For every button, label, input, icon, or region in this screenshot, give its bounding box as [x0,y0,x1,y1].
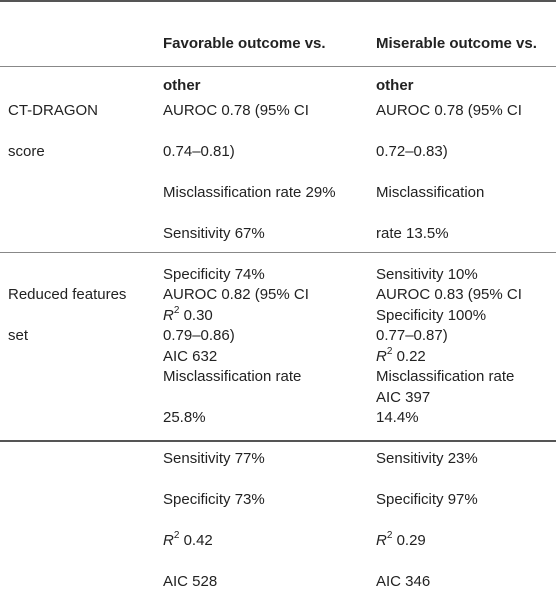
aic-line: AIC 632 [163,347,218,365]
r-squared-symbol: R [163,531,174,549]
metric-line: Specificity 74% [163,265,265,283]
r-squared-value: 0.22 [396,347,426,365]
metric-line: rate 13.5% [376,224,449,242]
r-squared-line: R2 0.30 [163,304,363,327]
row-label-reduced-features: Reduced features set [8,264,148,367]
row-label-ct-dragon: CT-DRAGON score [8,80,148,183]
metric-line: Misclassification rate [163,367,302,385]
results-table: Favorable outcome vs. other Miserable ou… [0,0,556,590]
r-squared-value: 0.42 [183,531,213,549]
header-favorable: Favorable outcome vs. other [163,12,363,117]
metric-line: Specificity 97% [376,490,478,508]
header-miserable: Miserable outcome vs. other [376,12,556,117]
metric-line: 14.4% [376,408,419,426]
ct-dragon-favorable-cell: AUROC 0.78 (95% CI 0.74–0.81) Misclassif… [163,80,363,388]
metric-line: 0.79–0.86) [163,326,235,344]
metric-line: 0.74–0.81) [163,142,235,160]
r-squared-symbol: R [376,347,387,365]
header-miserable-line-2: other [376,77,414,94]
r-squared-line: R2 0.22 [376,345,556,368]
aic-line: AIC 528 [163,572,218,590]
r-squared-value: 0.30 [183,306,213,324]
r-squared-exponent: 2 [386,345,393,357]
metric-line: 0.77–0.87) [376,326,448,344]
row-label-line: CT-DRAGON [8,101,98,119]
metric-line: Sensitivity 23% [376,449,478,467]
metric-line: AUROC 0.82 (95% CI [163,285,309,303]
aic-line: AIC 346 [376,572,431,590]
row-label-line: Reduced features [8,285,127,303]
r-squared-symbol: R [376,531,387,549]
r-squared-exponent: 2 [386,529,393,541]
reduced-miserable-cell: AUROC 0.83 (95% CI 0.77–0.87) Misclassif… [376,264,556,613]
metric-line: AUROC 0.78 (95% CI [376,101,522,119]
r-squared-exponent: 2 [173,304,180,316]
r-squared-exponent: 2 [173,529,180,541]
metric-line: Sensitivity 77% [163,449,265,467]
metric-line: AUROC 0.83 (95% CI [376,285,522,303]
row-label-line: set [8,326,29,344]
row-label-line: score [8,142,45,160]
metric-line: Misclassification rate [376,367,515,385]
r-squared-value: 0.29 [396,531,426,549]
reduced-favorable-cell: AUROC 0.82 (95% CI 0.79–0.86) Misclassif… [163,264,363,613]
ct-dragon-miserable-cell: AUROC 0.78 (95% CI 0.72–0.83) Misclassif… [376,80,556,429]
aic-line: AIC 397 [376,388,431,406]
header-favorable-line-1: Favorable outcome vs. [163,35,326,52]
top-rule [0,0,556,2]
header-favorable-line-2: other [163,77,201,94]
metric-line: Misclassification rate 29% [163,183,336,201]
metric-line: Sensitivity 67% [163,224,265,242]
metric-line: 0.72–0.83) [376,142,448,160]
r-squared-line: R2 0.29 [376,529,556,552]
metric-line: Specificity 73% [163,490,265,508]
metric-line: 25.8% [163,408,206,426]
header-rule [0,66,556,67]
header-miserable-line-1: Miserable outcome vs. [376,35,537,52]
metric-line: Sensitivity 10% [376,265,478,283]
metric-line: Specificity 100% [376,306,487,324]
bottom-rule [0,440,556,442]
metric-line: Misclassification [376,183,485,201]
row-rule [0,252,556,253]
r-squared-line: R2 0.42 [163,529,363,552]
metric-line: AUROC 0.78 (95% CI [163,101,309,119]
r-squared-symbol: R [163,306,174,324]
